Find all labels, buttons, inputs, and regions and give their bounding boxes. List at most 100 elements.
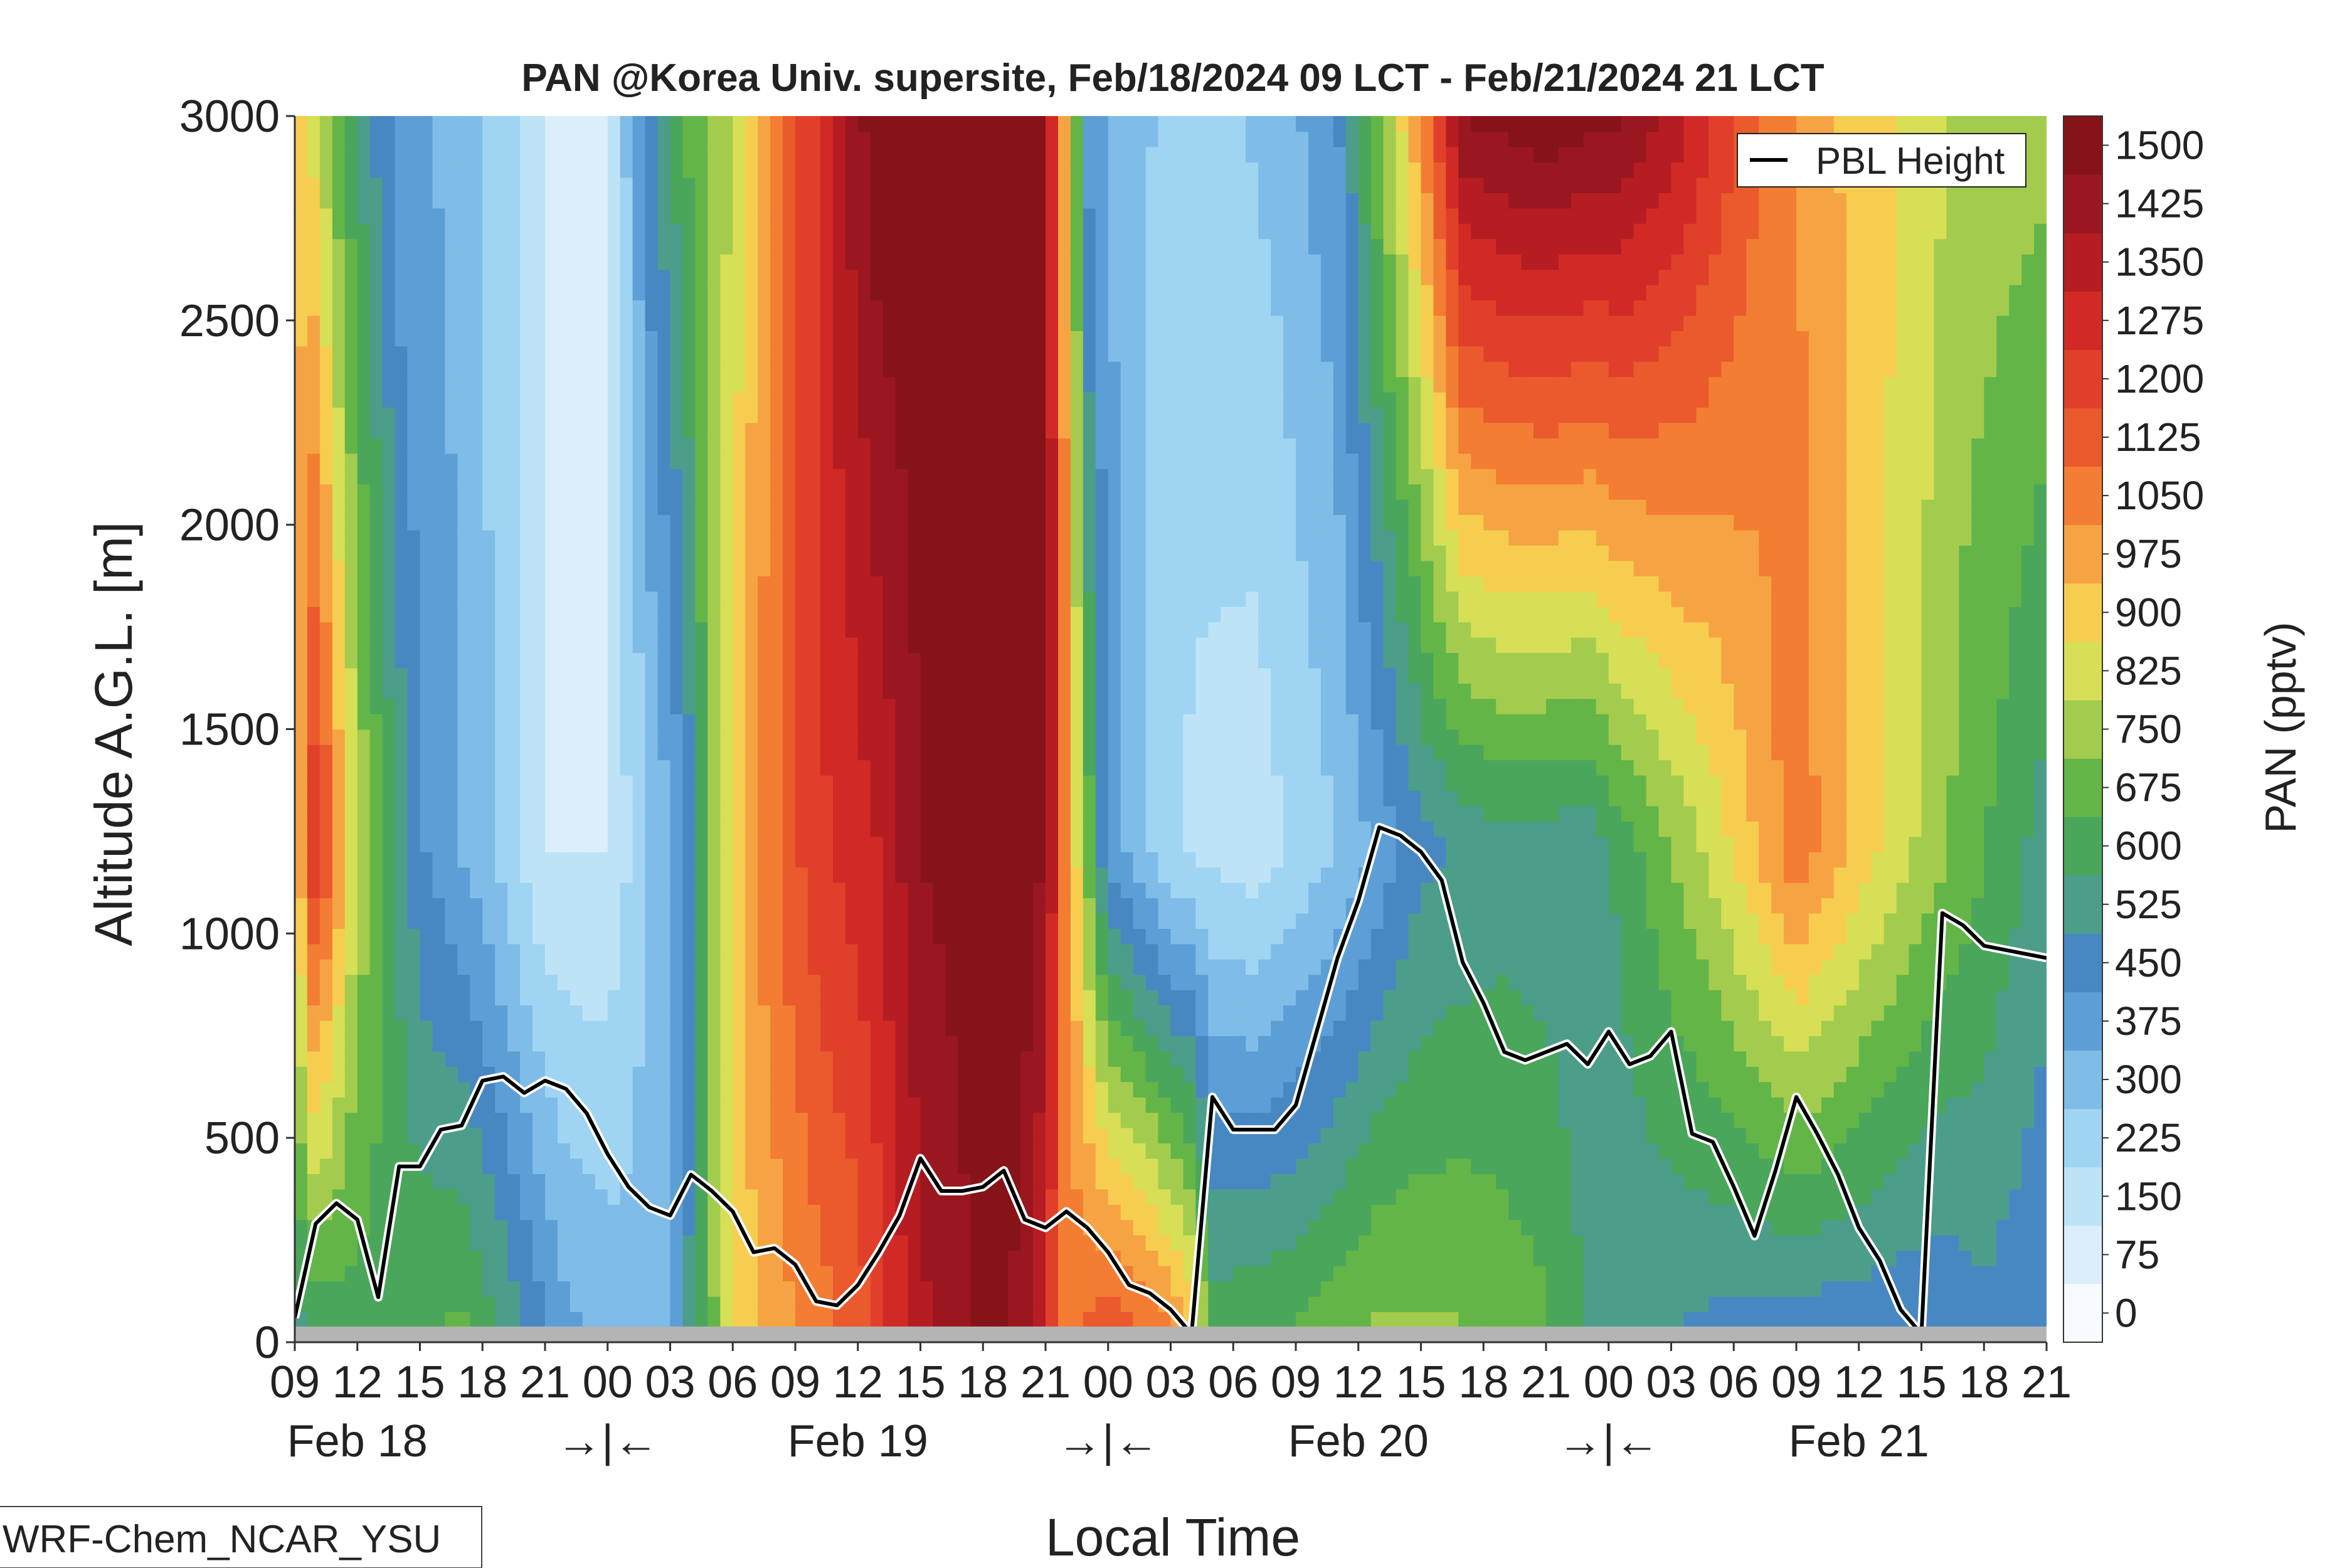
heatmap-cell	[958, 852, 972, 868]
heatmap-cell	[695, 852, 709, 868]
heatmap-cell	[870, 376, 884, 393]
heatmap-cell	[995, 223, 1009, 240]
heatmap-cell	[495, 821, 508, 837]
heatmap-cell	[1020, 422, 1034, 438]
heatmap-cell	[344, 499, 358, 516]
heatmap-cell	[770, 1097, 783, 1113]
heatmap-cell	[733, 376, 746, 393]
heatmap-cell	[645, 376, 659, 393]
heatmap-cell	[520, 1219, 533, 1236]
heatmap-cell	[870, 1296, 884, 1312]
heatmap-cell	[457, 438, 471, 454]
heatmap-cell	[557, 714, 571, 730]
heatmap-cell	[507, 943, 521, 960]
heatmap-cell	[857, 729, 871, 745]
heatmap-cell	[295, 959, 308, 975]
heatmap-cell	[845, 821, 859, 837]
heatmap-cell	[357, 146, 371, 163]
heatmap-cell	[582, 391, 596, 408]
heatmap-cell	[958, 591, 972, 607]
heatmap-cell	[733, 790, 746, 807]
heatmap-cell	[357, 529, 371, 546]
heatmap-cell	[670, 284, 684, 300]
heatmap-cell	[857, 943, 871, 960]
heatmap-cell	[470, 162, 484, 178]
heatmap-cell	[295, 1173, 308, 1190]
heatmap-cell	[720, 453, 734, 469]
heatmap-cell	[569, 529, 583, 546]
heatmap-cell	[470, 422, 484, 438]
heatmap-cell	[820, 913, 834, 929]
heatmap-cell	[720, 484, 734, 500]
heatmap-cell	[482, 989, 496, 1006]
heatmap-cell	[820, 729, 834, 745]
heatmap-cell	[620, 545, 633, 561]
heatmap-cell	[695, 223, 709, 240]
heatmap-cell	[657, 422, 671, 438]
heatmap-cell	[495, 729, 508, 745]
heatmap-cell	[682, 284, 696, 300]
heatmap-cell	[845, 989, 859, 1006]
heatmap-cell	[695, 376, 709, 393]
heatmap-cell	[733, 484, 746, 500]
heatmap-cell	[933, 1219, 946, 1236]
heatmap-cell	[607, 361, 621, 378]
heatmap-cell	[332, 1036, 346, 1052]
heatmap-cell	[758, 499, 771, 516]
heatmap-cell	[933, 836, 946, 852]
heatmap-cell	[569, 576, 583, 592]
heatmap-cell	[620, 529, 633, 546]
heatmap-cell	[582, 177, 596, 193]
heatmap-cell	[632, 1112, 646, 1128]
heatmap-cell	[319, 867, 333, 883]
heatmap-cell	[532, 1219, 546, 1236]
heatmap-cell	[933, 744, 946, 761]
heatmap-cell	[983, 193, 997, 209]
heatmap-cell	[770, 622, 783, 638]
heatmap-cell	[520, 989, 533, 1006]
heatmap-cell	[595, 422, 608, 438]
heatmap-cell	[832, 576, 846, 592]
heatmap-cell	[807, 1173, 821, 1190]
heatmap-cell	[420, 407, 433, 423]
heatmap-cell	[645, 514, 659, 531]
heatmap-cell	[1020, 1081, 1034, 1098]
heatmap-cell	[857, 760, 871, 776]
heatmap-cell	[745, 1066, 758, 1083]
heatmap-cell	[632, 760, 646, 776]
heatmap-cell	[958, 560, 972, 576]
heatmap-cell	[745, 1097, 758, 1113]
heatmap-cell	[307, 1112, 320, 1128]
heatmap-cell	[882, 943, 896, 960]
heatmap-cell	[832, 177, 846, 193]
heatmap-cell	[620, 1036, 633, 1052]
heatmap-cell	[319, 1127, 333, 1144]
heatmap-cell	[369, 943, 383, 960]
heatmap-cell	[532, 744, 546, 761]
heatmap-cell	[758, 131, 771, 147]
heatmap-cell	[632, 484, 646, 500]
heatmap-cell	[395, 729, 408, 745]
heatmap-cell	[657, 989, 671, 1006]
heatmap-cell	[482, 652, 496, 669]
heatmap-cell	[507, 959, 521, 975]
heatmap-cell	[807, 698, 821, 714]
heatmap-cell	[332, 729, 346, 745]
heatmap-cell	[895, 1281, 909, 1297]
heatmap-cell	[569, 852, 583, 868]
heatmap-cell	[983, 529, 997, 546]
heatmap-cell	[783, 1005, 796, 1021]
heatmap-cell	[1070, 1020, 1084, 1036]
heatmap-cell	[845, 959, 859, 975]
heatmap-cell	[470, 667, 484, 684]
heatmap-cell	[607, 391, 621, 408]
heatmap-cell	[395, 913, 408, 929]
heatmap-cell	[369, 1112, 383, 1128]
heatmap-cell	[495, 607, 508, 623]
heatmap-cell	[845, 943, 859, 960]
heatmap-cell	[395, 667, 408, 684]
heatmap-cell	[745, 284, 758, 300]
heatmap-cell	[920, 637, 934, 654]
heatmap-cell	[758, 928, 771, 945]
heatmap-cell	[783, 253, 796, 270]
